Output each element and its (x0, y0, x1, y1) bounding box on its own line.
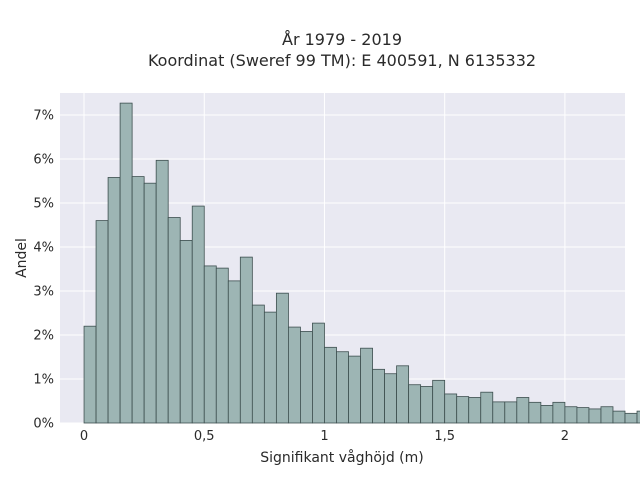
histogram-bar (239, 256, 253, 424)
histogram-bar (336, 351, 349, 424)
histogram-bar (432, 379, 446, 424)
histogram-bar (420, 386, 434, 424)
histogram-bar (624, 412, 638, 424)
x-tick-label: 1 (320, 429, 328, 444)
histogram-bar (384, 373, 397, 424)
x-axis-label: Signifikant våghöjd (m) (260, 449, 423, 466)
y-tick-label: 2% (33, 329, 54, 344)
y-tick-label: 4% (33, 241, 54, 256)
histogram-bar (576, 407, 590, 424)
histogram-bar (372, 368, 385, 424)
histogram-bar (83, 325, 97, 424)
histogram-bar (324, 346, 337, 424)
histogram-bar (251, 304, 265, 424)
y-tick-label: 6% (33, 153, 54, 168)
y-tick-label: 3% (33, 285, 54, 300)
histogram-bar (95, 220, 109, 424)
histogram-bar (275, 292, 289, 424)
histogram-bar (360, 347, 373, 424)
histogram-bar (131, 176, 145, 424)
histogram-bar (492, 401, 506, 424)
x-tick-label: 2 (561, 429, 569, 444)
histogram-bar (155, 159, 169, 424)
histogram-bar (480, 391, 494, 424)
y-tick-label: 0% (33, 417, 54, 432)
histogram-bar (504, 401, 518, 424)
histogram-bar (444, 393, 458, 424)
y-tick-label: 5% (33, 197, 54, 212)
chart-title-line1: År 1979 - 2019 (282, 30, 402, 49)
histogram-bar (396, 365, 410, 424)
x-tick-label: 1,5 (434, 429, 455, 444)
histogram-bar (203, 265, 217, 424)
histogram-bar (288, 326, 301, 424)
histogram-bar (612, 410, 626, 424)
histogram-bar (600, 406, 614, 424)
histogram-bar (528, 401, 542, 424)
histogram-bar (468, 397, 482, 424)
histogram-bar (119, 102, 133, 424)
y-tick-label: 1% (33, 373, 54, 388)
histogram-bar (516, 397, 530, 424)
histogram-bar (107, 177, 121, 424)
histogram-bar (167, 217, 181, 424)
histogram-bar (540, 404, 554, 424)
y-axis-ticks: 0% 1% 2% 3% 4% 5% 6% 7% (33, 109, 54, 432)
histogram-bar (312, 322, 325, 424)
histogram-bar (552, 401, 566, 424)
histogram-bar (348, 355, 361, 424)
histogram-bar (636, 410, 640, 424)
histogram-bar (456, 396, 470, 424)
histogram-bar (227, 280, 241, 424)
y-axis-label: Andel (14, 238, 30, 278)
histogram-bar (215, 267, 229, 424)
histogram-bar (408, 384, 422, 424)
histogram-bar (191, 205, 205, 424)
histogram-bar (300, 331, 313, 424)
histogram-bar (143, 182, 157, 424)
histogram-bar (179, 239, 193, 424)
chart-title-line2: Koordinat (Sweref 99 TM): E 400591, N 61… (148, 51, 536, 70)
histogram-bars (83, 102, 640, 424)
x-tick-label: 0 (80, 429, 88, 444)
histogram-bar (564, 406, 578, 424)
histogram-bar (588, 408, 602, 424)
y-tick-label: 7% (33, 109, 54, 124)
x-axis-ticks: 0 0,5 1 1,5 2 (80, 429, 569, 444)
histogram-bar (263, 311, 277, 424)
x-tick-label: 0,5 (194, 429, 215, 444)
